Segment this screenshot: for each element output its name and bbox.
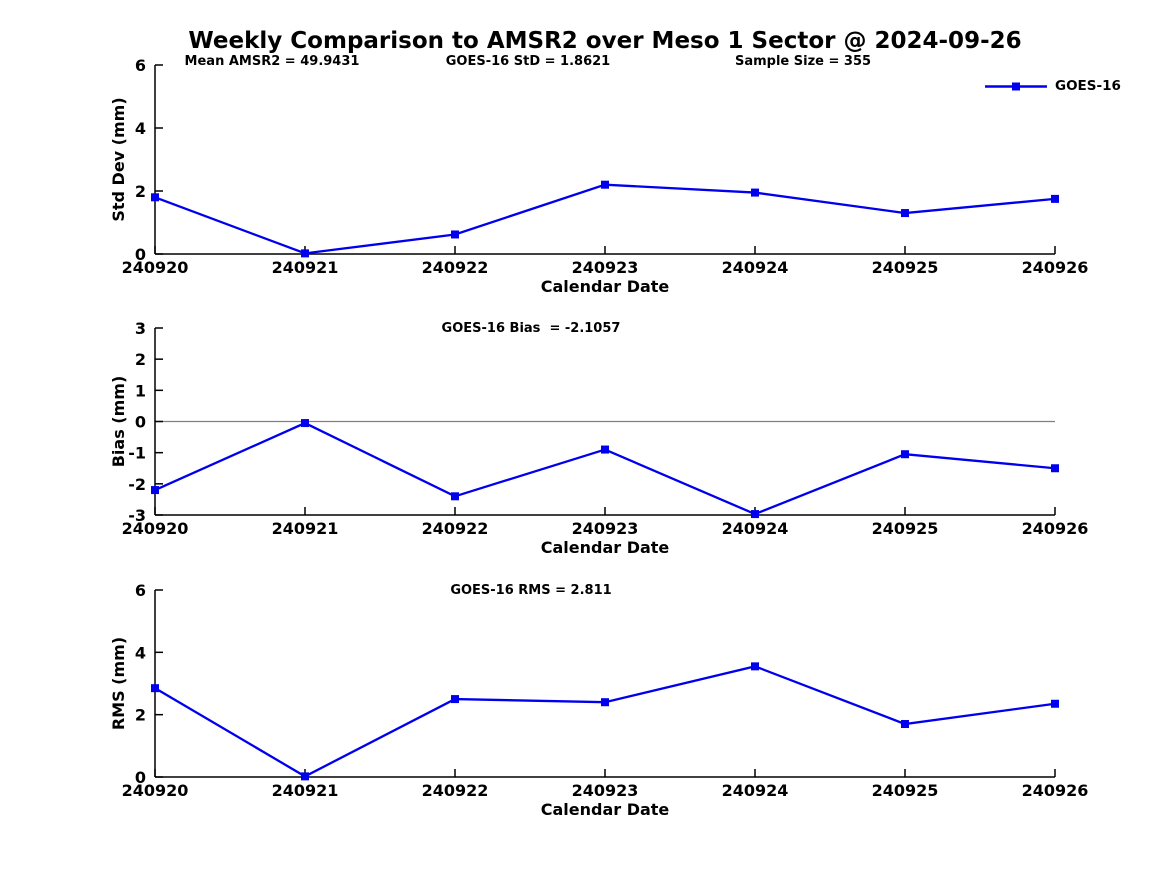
x-tick-label: 240922 <box>422 781 489 800</box>
x-tick-label: 240920 <box>122 781 189 800</box>
subplot-bias: -3 -2 -1 0 1 2 3 240920 240921 240922 240923 240924… <box>109 319 1088 557</box>
x-tick-label: 240921 <box>272 258 339 277</box>
x-tick-label: 240926 <box>1022 258 1089 277</box>
y-tick-label: 4 <box>135 643 146 662</box>
x-tick-label: 240925 <box>872 519 939 538</box>
annotation-sample-size: Sample Size = 355 <box>734 54 872 69</box>
y-tick-label: 6 <box>135 56 146 75</box>
y-tick-label: -1 <box>128 444 146 463</box>
legend: GOES-16 <box>985 79 1121 94</box>
legend-label: GOES-16 <box>1055 77 1121 94</box>
x-tick-label: 240925 <box>872 781 939 800</box>
legend-square-marker-icon <box>1012 82 1020 91</box>
x-tick-label: 240923 <box>572 781 639 800</box>
series-line-goes16 <box>154 665 1056 778</box>
annotation-goes16-bias: GOES-16 Bias = -2.1057 <box>441 321 621 336</box>
x-tick-label: 240926 <box>1022 781 1089 800</box>
series-marker <box>901 209 909 218</box>
x-tick-label: 240922 <box>422 519 489 538</box>
y-tick-label: 3 <box>135 319 146 338</box>
y-axis-title: RMS (mm) <box>109 637 128 730</box>
x-tick-label: 240922 <box>422 258 489 277</box>
series-marker <box>451 492 459 501</box>
y-axis-title: Std Dev (mm) <box>109 97 128 221</box>
series-marker <box>601 180 609 189</box>
x-tick-label: 240923 <box>572 519 639 538</box>
y-tick-label: 0 <box>135 768 146 787</box>
y-tick-label: 6 <box>135 581 146 600</box>
x-tick-label: 240920 <box>122 258 189 277</box>
series-marker <box>751 188 759 197</box>
series-marker <box>301 419 309 428</box>
series-marker <box>751 662 759 671</box>
x-tick-label: 240921 <box>272 781 339 800</box>
y-tick-label: -3 <box>128 506 146 525</box>
subplot-stddev: 0 2 4 6 240920 240921 240922 240923 240924 240925… <box>109 56 1088 296</box>
x-tick-label: 240924 <box>722 258 789 277</box>
y-tick-label: 1 <box>135 381 146 400</box>
series-marker <box>1051 194 1059 203</box>
series-marker <box>1051 699 1059 708</box>
y-axis-title: Bias (mm) <box>109 376 128 468</box>
y-tick-label: 2 <box>135 350 146 369</box>
y-tick-label: 0 <box>135 245 146 264</box>
series-marker <box>451 230 459 239</box>
y-tick-label: 2 <box>135 706 146 725</box>
annotation-goes16-rms: GOES-16 RMS = 2.811 <box>450 583 612 598</box>
x-tick-label: 240926 <box>1022 519 1089 538</box>
series-marker <box>301 249 309 258</box>
y-tick-label: 4 <box>135 119 146 138</box>
annotation-goes16-std: GOES-16 StD = 1.8621 <box>445 54 611 69</box>
x-tick-label: 240920 <box>122 519 189 538</box>
x-tick-label: 240925 <box>872 258 939 277</box>
figure-title: Weekly Comparison to AMSR2 over Meso 1 S… <box>188 28 1022 54</box>
series-marker <box>1051 464 1059 473</box>
y-tick-label: -2 <box>128 475 146 494</box>
legend-line-sample <box>985 82 1047 91</box>
series-marker <box>901 720 909 729</box>
x-tick-label: 240924 <box>722 519 789 538</box>
y-tick-label: 2 <box>135 182 146 201</box>
series-marker <box>601 445 609 454</box>
x-axis-title: Calendar Date <box>541 800 670 819</box>
series-marker <box>301 772 309 781</box>
series-line-goes16 <box>154 183 1056 255</box>
x-axis-title: Calendar Date <box>541 538 670 557</box>
series-marker <box>901 450 909 459</box>
y-tick-label: 0 <box>135 413 146 432</box>
series-line-goes16 <box>154 421 1056 516</box>
annotation-mean-amsr2: Mean AMSR2 = 49.9431 <box>184 54 360 69</box>
x-axis-title: Calendar Date <box>541 277 670 296</box>
x-tick-label: 240923 <box>572 258 639 277</box>
series-marker <box>151 684 159 693</box>
series-marker <box>151 193 159 202</box>
series-marker <box>601 698 609 707</box>
x-tick-label: 240924 <box>722 781 789 800</box>
subplot-rms: 0 2 4 6 240920 240921 240922 240923 240924 240925… <box>109 581 1088 819</box>
x-tick-label: 240921 <box>272 519 339 538</box>
series-marker <box>451 695 459 704</box>
series-marker <box>151 486 159 495</box>
series-marker <box>751 510 759 519</box>
